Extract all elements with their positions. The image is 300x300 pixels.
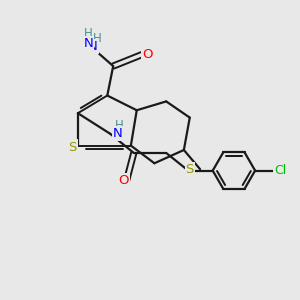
Text: N: N: [83, 38, 93, 50]
Text: O: O: [142, 48, 152, 61]
Text: S: S: [186, 163, 194, 176]
Text: H: H: [84, 27, 92, 40]
Text: S: S: [68, 141, 77, 154]
Text: Cl: Cl: [274, 164, 286, 177]
Text: N: N: [113, 127, 122, 140]
Text: O: O: [118, 174, 129, 188]
Text: H: H: [93, 32, 101, 45]
Text: N: N: [88, 40, 98, 53]
Text: H: H: [115, 119, 124, 132]
